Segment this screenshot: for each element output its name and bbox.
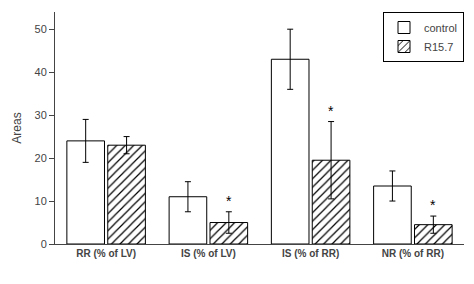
- svg-text:IS (% of LV): IS (% of LV): [181, 248, 236, 259]
- svg-text:0: 0: [41, 238, 47, 250]
- svg-text:control: control: [424, 22, 457, 34]
- svg-text:NR (% of RR): NR (% of RR): [382, 248, 444, 259]
- svg-text:*: *: [328, 103, 334, 119]
- svg-text:Areas: Areas: [10, 112, 24, 143]
- svg-text:40: 40: [35, 66, 47, 78]
- svg-text:IS (% of RR): IS (% of RR): [282, 248, 339, 259]
- svg-text:50: 50: [35, 23, 47, 35]
- svg-text:30: 30: [35, 109, 47, 121]
- svg-text:RR (% of LV): RR (% of LV): [76, 248, 136, 259]
- svg-text:*: *: [430, 197, 436, 213]
- svg-text:20: 20: [35, 152, 47, 164]
- svg-text:R15.7: R15.7: [424, 41, 453, 53]
- svg-text:*: *: [226, 193, 232, 209]
- svg-text:10: 10: [35, 195, 47, 207]
